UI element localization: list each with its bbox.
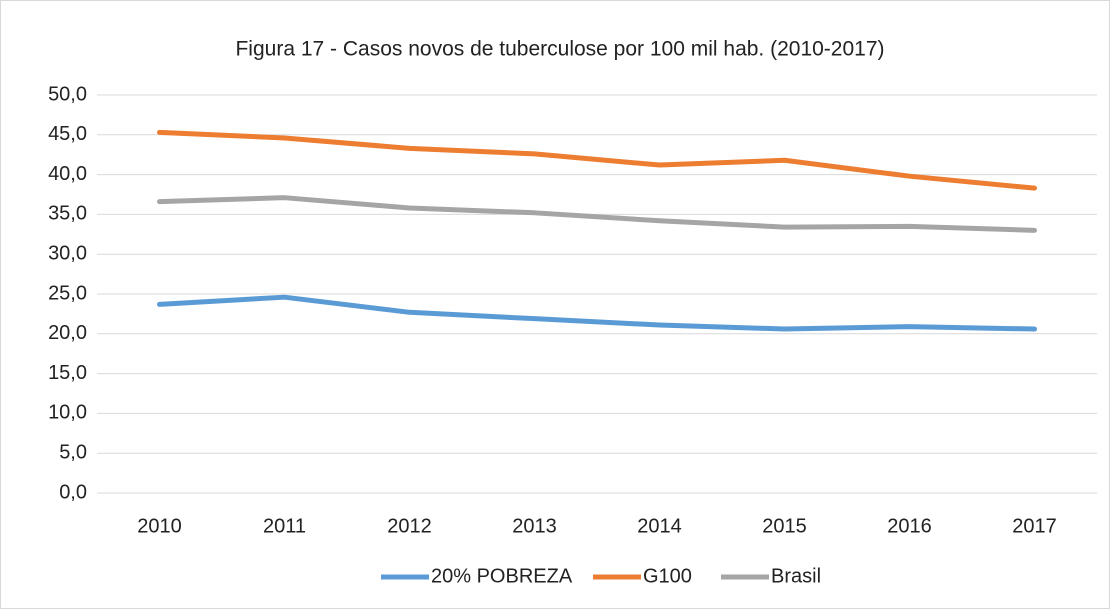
x-tick-label: 2015 <box>762 515 807 537</box>
y-tick-label: 45,0 <box>48 123 87 145</box>
legend-label: 20% POBREZA <box>431 565 573 587</box>
y-tick-label: 50,0 <box>48 83 87 105</box>
x-tick-label: 2017 <box>1012 515 1057 537</box>
legend-label: G100 <box>643 565 692 587</box>
x-tick-label: 2011 <box>263 515 306 537</box>
y-tick-label: 10,0 <box>48 402 87 424</box>
series-line <box>157 129 1037 191</box>
x-tick-label: 2012 <box>387 515 432 537</box>
x-tick-label: 2016 <box>887 515 932 537</box>
x-tick-label: 2010 <box>137 515 182 537</box>
chart-title: Figura 17 - Casos novos de tuberculose p… <box>235 38 884 61</box>
x-tick-label: 2014 <box>637 515 682 537</box>
series-line <box>157 195 1037 233</box>
y-tick-label: 5,0 <box>59 441 87 463</box>
y-tick-label: 25,0 <box>48 282 87 304</box>
legend-label: Brasil <box>771 565 821 587</box>
x-tick-label: 2013 <box>512 515 557 537</box>
series-line <box>157 294 1037 332</box>
y-tick-label: 15,0 <box>48 362 87 384</box>
y-tick-label: 40,0 <box>48 163 87 185</box>
y-tick-label: 35,0 <box>48 203 87 225</box>
y-tick-label: 0,0 <box>59 481 87 503</box>
y-tick-label: 30,0 <box>48 242 87 264</box>
y-tick-label: 20,0 <box>48 322 87 344</box>
